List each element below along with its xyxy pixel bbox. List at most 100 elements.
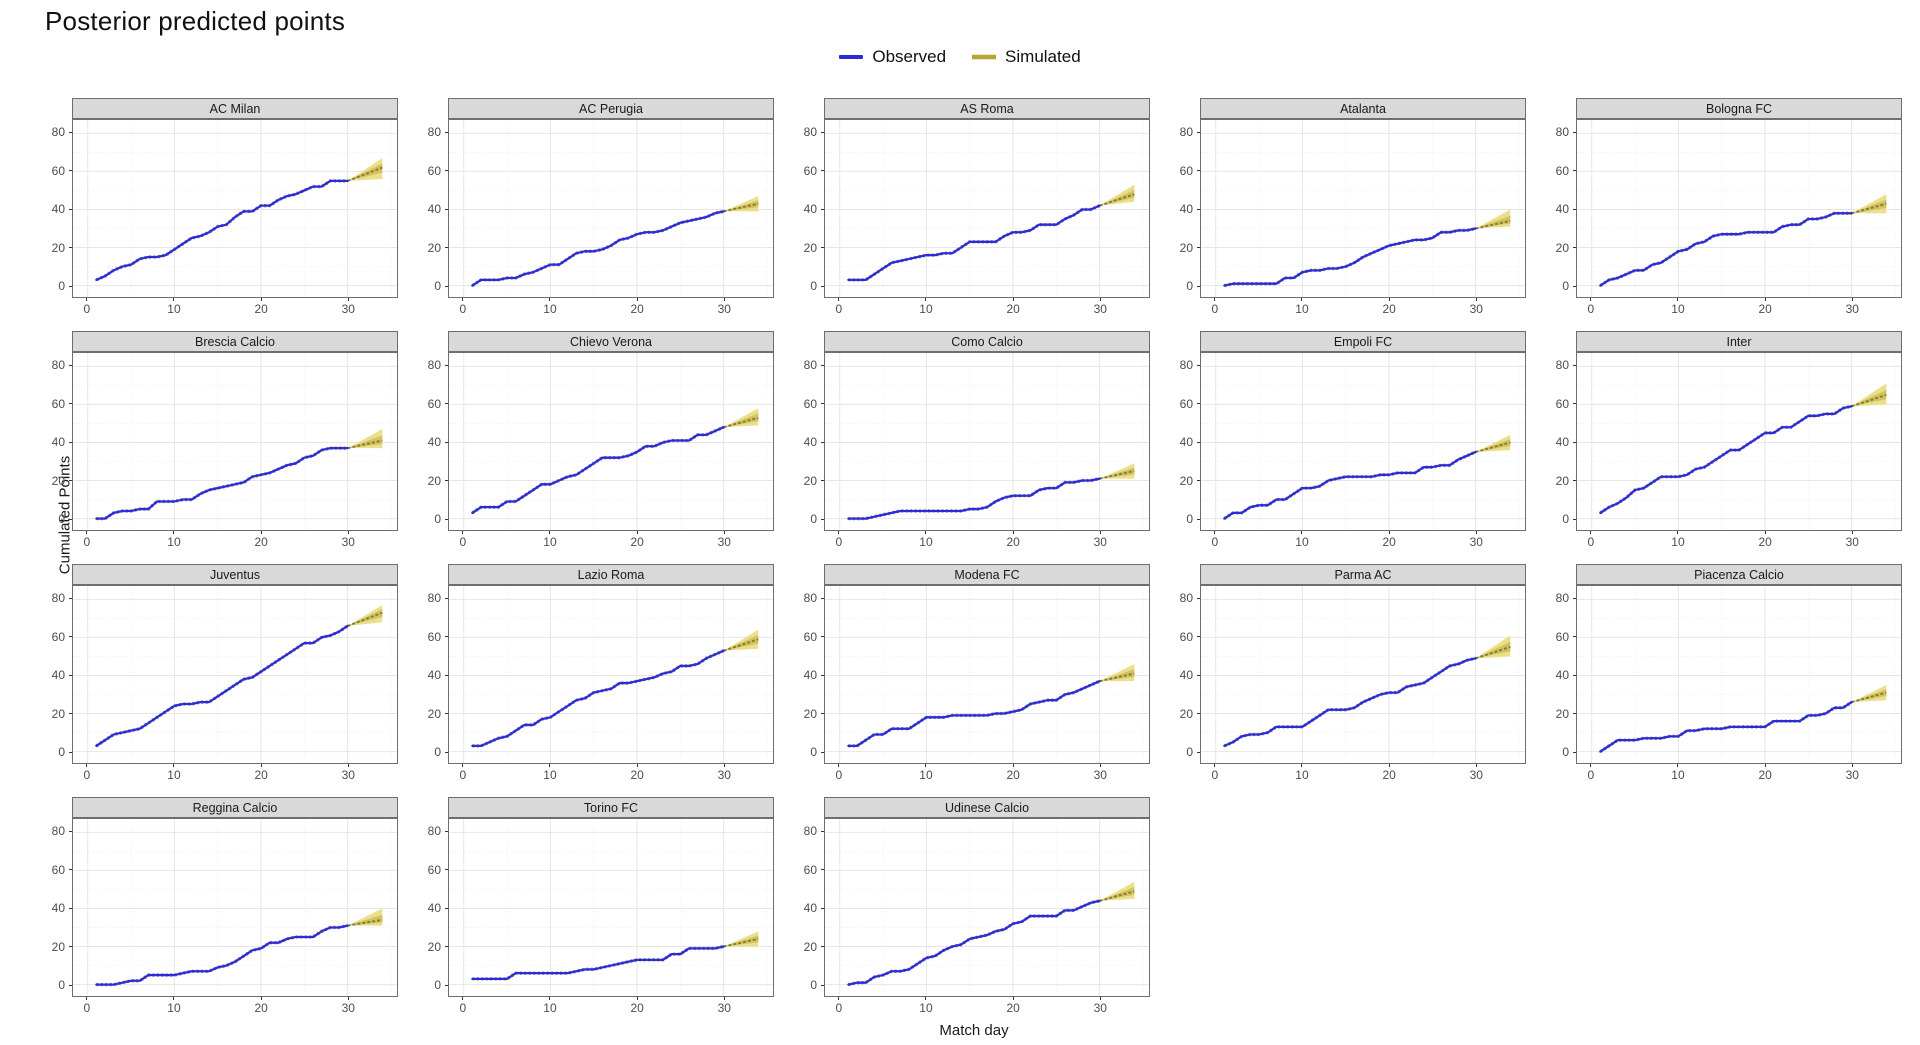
legend-item-simulated: Simulated [972, 47, 1081, 67]
y-tick-label: 60 [427, 396, 441, 411]
y-axis-labels: 0 20 40 60 80 [46, 585, 72, 764]
y-tick-label: 40 [51, 901, 65, 916]
simulated-median-line [1475, 645, 1511, 660]
y-tick-label: 60 [1555, 163, 1569, 178]
tick-mark [445, 285, 448, 287]
tick-mark [636, 298, 638, 301]
tick-mark [260, 531, 262, 534]
x-tick-label: 0 [83, 535, 91, 549]
y-tick-label: 40 [427, 668, 441, 683]
tick-mark [821, 869, 824, 871]
x-tick-label: 30 [1469, 535, 1483, 549]
facet: Juventus 0 20 40 60 80 0 10 20 30 [46, 564, 398, 786]
simulated-band [1475, 215, 1511, 229]
y-tick-label: 40 [427, 435, 441, 450]
tick-mark [821, 131, 824, 133]
tick-mark [173, 298, 175, 301]
panel-svg [1201, 120, 1525, 297]
simulated-median-line [1099, 890, 1135, 902]
tick-mark [1197, 441, 1200, 443]
tick-mark [445, 518, 448, 520]
facet-title: Modena FC [954, 567, 1020, 582]
facet-grid: AC Milan 0 20 40 60 80 0 10 20 30 AC Perugia 0 20 40 6… [46, 98, 1902, 1019]
tick-mark [1197, 751, 1200, 753]
x-tick-label: 10 [1295, 535, 1309, 549]
tick-mark [838, 764, 840, 767]
plot-panel [1200, 119, 1526, 298]
plot-panel [824, 352, 1150, 531]
panel-svg [1201, 353, 1525, 530]
tick-mark [1573, 480, 1576, 482]
y-tick-label: 60 [427, 163, 441, 178]
y-tick-label: 0 [58, 745, 65, 760]
simulated-median-line [1475, 219, 1511, 230]
y-tick-label: 20 [51, 939, 65, 954]
facet-strip: AC Perugia [448, 98, 774, 119]
y-tick-label: 0 [1562, 279, 1569, 294]
y-tick-label: 40 [51, 668, 65, 683]
tick-mark [69, 480, 72, 482]
y-tick-label: 40 [51, 435, 65, 450]
tick-mark [821, 597, 824, 599]
x-tick-label: 20 [1382, 535, 1396, 549]
plot-panel [448, 352, 774, 531]
plot-panel [72, 119, 398, 298]
facet-strip: Inter [1576, 331, 1902, 352]
tick-mark [173, 997, 175, 1000]
x-tick-label: 0 [835, 1001, 843, 1015]
plot-panel [448, 119, 774, 298]
facet: Atalanta 0 20 40 60 80 0 10 20 30 [1174, 98, 1526, 320]
plot-panel [824, 119, 1150, 298]
legend: Observed Simulated [0, 47, 1920, 67]
facet: Torino FC 0 20 40 60 80 0 10 20 30 [422, 797, 774, 1019]
tick-mark [69, 208, 72, 210]
facet: Inter 0 20 40 60 80 0 10 20 30 [1550, 331, 1902, 553]
x-tick-label: 30 [717, 768, 731, 782]
y-tick-label: 80 [1179, 125, 1193, 140]
simulated-median-line [347, 439, 383, 450]
y-tick-label: 60 [51, 629, 65, 644]
panel-svg [73, 819, 397, 996]
y-tick-label: 40 [1555, 668, 1569, 683]
tick-mark [1851, 764, 1853, 767]
x-tick-label: 20 [1006, 535, 1020, 549]
y-tick-label: 80 [427, 591, 441, 606]
facet-strip: Modena FC [824, 564, 1150, 585]
y-tick-label: 60 [427, 862, 441, 877]
y-tick-label: 0 [434, 279, 441, 294]
tick-mark [1764, 298, 1766, 301]
tick-mark [445, 131, 448, 133]
x-axis-title: Match day [939, 1022, 1009, 1039]
x-axis-labels: 0 10 20 30 [824, 531, 1150, 553]
tick-mark [1214, 298, 1216, 301]
y-tick-label: 60 [1555, 396, 1569, 411]
y-tick-label: 80 [803, 591, 817, 606]
tick-mark [1475, 764, 1477, 767]
panel-svg [1577, 586, 1901, 763]
tick-mark [173, 531, 175, 534]
tick-mark [1573, 364, 1576, 366]
panel-svg [73, 120, 397, 297]
tick-mark [1573, 713, 1576, 715]
tick-mark [69, 636, 72, 638]
tick-mark [1573, 518, 1576, 520]
x-tick-label: 10 [1671, 768, 1685, 782]
panel-svg [73, 586, 397, 763]
x-tick-label: 20 [1006, 768, 1020, 782]
tick-mark [1012, 531, 1014, 534]
x-tick-label: 10 [167, 1001, 181, 1015]
tick-mark [1590, 764, 1592, 767]
observed-line [95, 924, 349, 986]
y-tick-label: 80 [1179, 358, 1193, 373]
panel-svg [825, 353, 1149, 530]
y-tick-label: 20 [427, 240, 441, 255]
x-tick-label: 10 [543, 302, 557, 316]
tick-mark [1197, 285, 1200, 287]
x-tick-label: 30 [717, 302, 731, 316]
panel-svg [1201, 586, 1525, 763]
facet-strip: Como Calcio [824, 331, 1150, 352]
simulated-median-line [723, 416, 759, 429]
facet: Chievo Verona 0 20 40 60 80 0 10 20 30 [422, 331, 774, 553]
x-axis-labels: 0 10 20 30 [1200, 764, 1526, 786]
y-tick-label: 80 [803, 824, 817, 839]
